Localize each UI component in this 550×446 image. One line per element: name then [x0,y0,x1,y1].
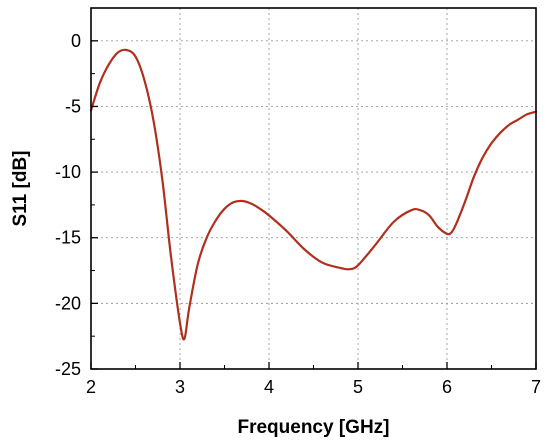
axis-ticks: 2 3 4 5 6 7 0 -5 -10 -15 -20 -25 [55,31,541,397]
y-tick-label: -5 [65,96,81,116]
y-tick-label: -20 [55,293,81,313]
x-tick-label: 4 [264,377,274,397]
y-tick-label: -10 [55,162,81,182]
x-tick-label: 7 [531,377,541,397]
y-tick-label: 0 [71,31,81,51]
grid [91,8,536,369]
x-tick-label: 3 [175,377,185,397]
y-tick-label: -15 [55,228,81,248]
plot-area [89,48,538,341]
x-axis-title: Frequency [GHz] [237,417,389,438]
y-axis-title: S11 [dB] [10,150,31,226]
s11-series-line [89,48,538,341]
y-tick-label: -25 [55,359,81,379]
x-tick-label: 2 [86,377,96,397]
x-tick-label: 6 [442,377,452,397]
x-tick-label: 5 [353,377,363,397]
